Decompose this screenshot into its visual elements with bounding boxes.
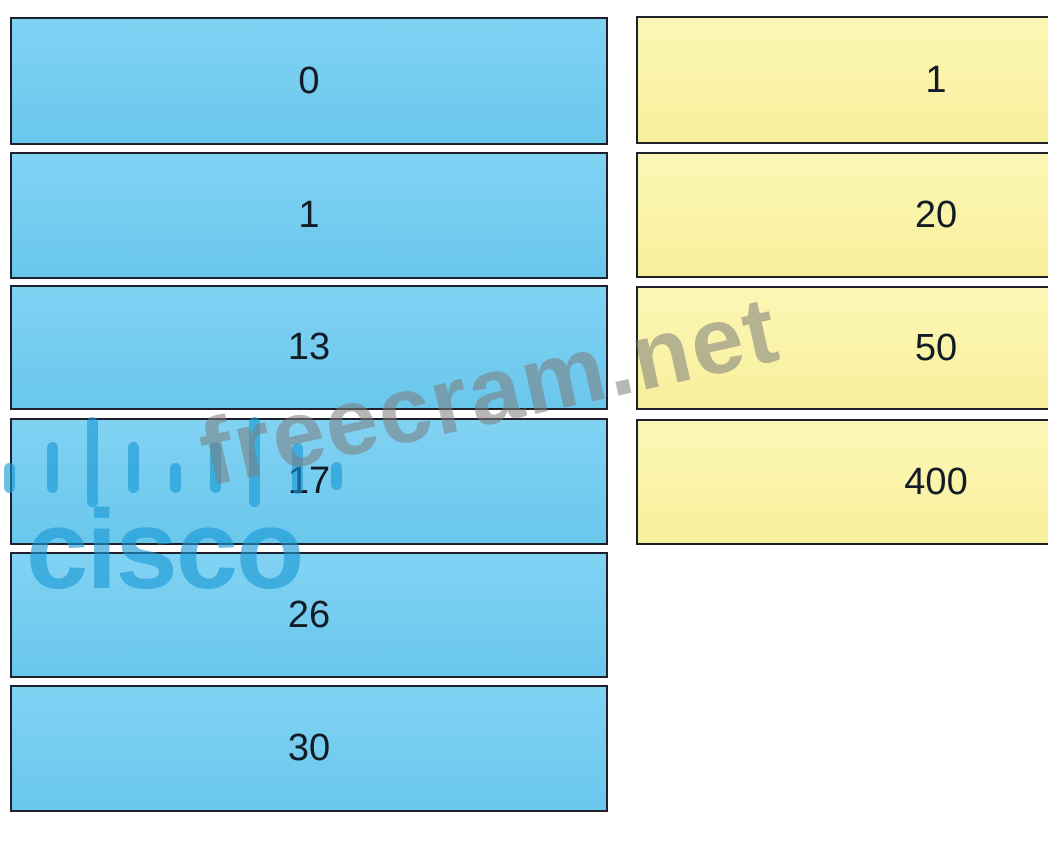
- right-item-2-label: 20: [914, 193, 958, 236]
- right-item-1[interactable]: 1: [636, 16, 1048, 144]
- right-item-4[interactable]: 400: [636, 419, 1048, 545]
- right-item-4-label: 400: [904, 460, 968, 503]
- left-item-3[interactable]: 13: [10, 285, 608, 410]
- left-item-6[interactable]: 30: [10, 685, 608, 812]
- left-item-1-label: 0: [298, 59, 320, 102]
- left-item-4[interactable]: 17: [10, 418, 608, 545]
- right-item-3-label: 50: [914, 326, 958, 369]
- left-item-5-label: 26: [287, 593, 331, 636]
- right-item-2[interactable]: 20: [636, 152, 1048, 278]
- right-item-1-label: 1: [925, 58, 947, 101]
- left-item-1[interactable]: 0: [10, 17, 608, 145]
- right-item-3[interactable]: 50: [636, 286, 1048, 410]
- left-item-5[interactable]: 26: [10, 552, 608, 678]
- left-item-2[interactable]: 1: [10, 152, 608, 279]
- left-item-4-label: 17: [287, 460, 331, 502]
- left-item-2-label: 1: [298, 194, 320, 236]
- left-item-6-label: 30: [287, 727, 331, 769]
- left-item-3-label: 13: [287, 326, 331, 368]
